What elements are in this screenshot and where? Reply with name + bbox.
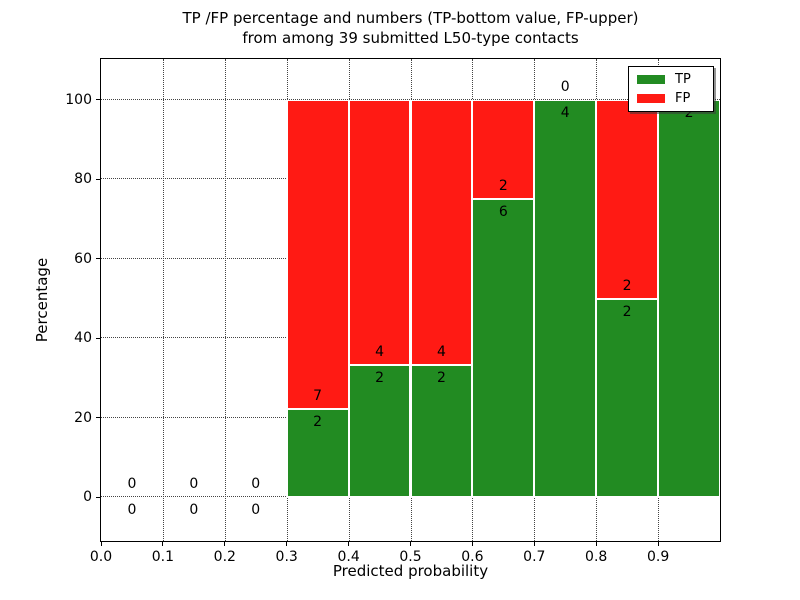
x-tick-label: 0.7 <box>523 549 546 565</box>
fp-count-label: 0 <box>251 476 261 493</box>
bar-fp-segment <box>410 99 473 365</box>
bar-tp-segment <box>410 364 473 498</box>
fp-count-label: 0 <box>189 476 199 493</box>
y-tick-mark <box>96 178 101 180</box>
bar-tp-segment <box>658 99 720 498</box>
bar-tp-segment <box>596 298 659 498</box>
fp-count-label: 2 <box>622 277 632 294</box>
tp-count-label: 2 <box>313 413 323 430</box>
bar-tp-segment <box>534 99 597 498</box>
x-tick-label: 0.0 <box>89 549 113 565</box>
x-tick-mark <box>657 541 659 546</box>
bar-fp-segment <box>348 99 411 365</box>
x-gridline <box>162 59 164 541</box>
fp-count-label: 0 <box>127 476 137 493</box>
legend-label: FP <box>675 90 691 106</box>
x-tick-label: 0.6 <box>461 549 484 565</box>
x-tick-label: 0.1 <box>151 549 175 565</box>
x-tick-label: 0.4 <box>337 549 360 565</box>
x-tick-mark <box>533 541 535 546</box>
chart-title-line2: from among 39 submitted L50-type contact… <box>242 29 579 47</box>
bar-fp-segment <box>472 99 535 200</box>
x-tick-mark <box>162 541 164 546</box>
legend-item: TP <box>637 72 705 87</box>
y-tick-mark <box>96 337 101 339</box>
tp-count-label: 4 <box>560 104 570 121</box>
legend-item: FP <box>637 91 705 106</box>
bar-tp-segment <box>286 409 349 498</box>
y-tick-mark <box>96 258 101 260</box>
y-tick-label: 40 <box>74 330 92 347</box>
y-tick-label: 0 <box>83 489 92 506</box>
tp-count-label: 2 <box>684 104 694 121</box>
bar-tp-segment <box>472 199 535 498</box>
x-tick-label: 0.9 <box>646 549 670 565</box>
x-tick-mark <box>410 541 411 546</box>
bar-tp-segment <box>348 364 411 498</box>
chart-title: TP /FP percentage and numbers (TP-bottom… <box>100 8 721 48</box>
x-tick-label: 0.2 <box>213 549 236 565</box>
y-tick-mark <box>96 496 101 498</box>
fp-legend-swatch <box>637 93 665 103</box>
fp-count-label: 4 <box>375 343 385 360</box>
y-tick-mark <box>96 99 101 101</box>
chart-title-line1: TP /FP percentage and numbers (TP-bottom… <box>182 9 639 27</box>
tp-legend-swatch <box>637 75 665 85</box>
tp-count-label: 0 <box>189 502 199 519</box>
tp-count-label: 0 <box>127 502 137 519</box>
x-tick-label: 0.8 <box>585 549 608 565</box>
y-tick-label: 100 <box>65 91 92 108</box>
bar-fp-segment <box>596 99 659 299</box>
tp-count-label: 0 <box>251 502 261 519</box>
fp-count-label: 7 <box>313 388 323 404</box>
tp-count-label: 2 <box>622 303 632 320</box>
y-tick-label: 80 <box>74 171 92 188</box>
plot-area: 0 20 40 60 80 100 0.0 0.1 0.2 0.3 0.4 0.5 0.6 0.7 0.8 0… <box>65 58 721 565</box>
y-tick-label: 60 <box>74 250 92 267</box>
tp-count-label: 6 <box>498 204 508 221</box>
tp-count-label: 2 <box>375 369 385 386</box>
x-tick-mark <box>100 541 102 546</box>
x-tick-mark <box>595 541 597 546</box>
x-tick-mark <box>348 541 350 546</box>
tp-count-label: 2 <box>436 369 446 386</box>
y-tick-mark <box>96 417 101 419</box>
x-tick-mark <box>224 541 226 546</box>
bar-fp-segment <box>286 99 349 409</box>
x-tick-label: 0.3 <box>275 549 298 565</box>
fp-count-label: 2 <box>498 178 508 195</box>
legend: TP FP <box>628 66 714 112</box>
x-axis-label: Predicted probability <box>332 562 489 580</box>
fp-count-label: 0 <box>560 78 570 95</box>
x-tick-mark <box>471 541 473 546</box>
x-tick-label: 0.5 <box>399 549 422 565</box>
legend-label: TP <box>675 72 691 88</box>
fp-count-label: 4 <box>436 343 446 360</box>
y-axis-label: Percentage <box>33 257 51 343</box>
y-tick-label: 20 <box>74 409 92 426</box>
x-gridline <box>224 59 226 541</box>
x-tick-mark <box>286 541 288 546</box>
